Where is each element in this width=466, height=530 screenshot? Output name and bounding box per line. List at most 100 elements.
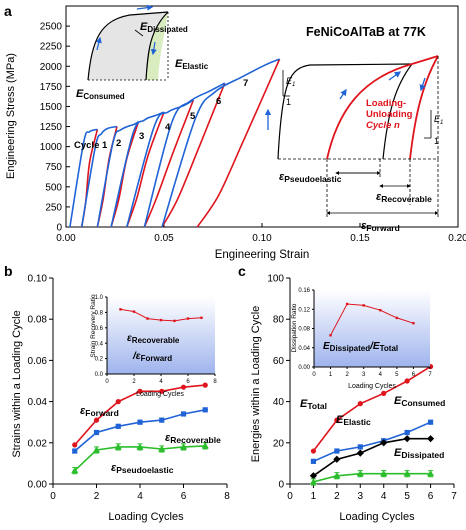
y-tick-label: 0.6 [95, 326, 104, 332]
label-eps-pseudoelastic: εPseudoelastic [279, 171, 342, 184]
data-point [381, 390, 387, 396]
y-tick-label: 0 [56, 223, 62, 234]
panel-b-inset: 0 2 4 6 8 0.0 0.2 0.4 0.6 0.8 1.0 Strain Recovery … [90, 294, 217, 398]
x-tick-label: 6 [428, 491, 434, 502]
inset-point [146, 317, 149, 320]
label-e-dissipated-c: EDissipated [394, 447, 444, 460]
label-e-consumed: EConsumed [76, 88, 125, 101]
unloading-curve-7 [196, 58, 281, 228]
panel-c-inset: 0 1 2 3 4 5 6 7 0.00 0.04 0.08 0.12 0.16 Dissipation… [291, 288, 432, 390]
inset-point [412, 322, 415, 325]
y-tick-label: 250 [45, 202, 62, 213]
x-tick-label: 0 [312, 372, 316, 378]
inset-ratio-line [330, 303, 414, 336]
data-point [333, 472, 341, 479]
x-tick-label: 4 [381, 491, 387, 502]
data-point [334, 417, 340, 423]
cycle-n-schematic: E1 1 E1 1 Loading- Unloading Cycle n εPs… [264, 55, 443, 233]
panel-a-letter: a [4, 3, 12, 19]
data-point [309, 478, 318, 485]
y-tick-label: 0.16 [298, 288, 310, 294]
cycle-label-5: 5 [190, 111, 196, 122]
y-tick-label: 0.0 [95, 372, 104, 378]
y-tick-label: 500 [45, 182, 62, 193]
data-point [93, 429, 100, 436]
data-point [403, 470, 411, 477]
panel-a: a 0 250 500 750 1000 1250 1500 1750 2000 2250 2500… [4, 3, 466, 261]
inset-point [362, 304, 365, 307]
cycle-label-1: Cycle 1 [74, 140, 108, 151]
data-point [310, 458, 317, 464]
y-tick-label: 40 [273, 397, 285, 408]
label-e-dissipated: EDissipated [140, 21, 188, 34]
cycle-label-3: 3 [139, 131, 144, 142]
panel-a-xlabel: Engineering Strain [215, 249, 310, 261]
data-point [202, 382, 208, 388]
data-point [427, 419, 434, 425]
panel-a-y-axis: 0 250 500 750 1000 1250 1500 1750 2000 2250 2500 [40, 22, 70, 234]
x-tick-label: 0.20 [448, 233, 466, 244]
data-point [357, 444, 363, 450]
x-tick-label: 6 [181, 491, 187, 502]
y-tick-label: 2250 [40, 42, 63, 53]
data-point [71, 467, 79, 474]
panel-b-letter: b [4, 263, 13, 279]
data-point [356, 470, 364, 477]
cycle-label-2: 2 [116, 138, 121, 149]
cycle-label-4: 4 [165, 122, 171, 133]
slope-label-top: E1 [286, 76, 295, 88]
data-point [159, 388, 165, 394]
data-point [72, 442, 78, 448]
loading-curve-6 [143, 82, 226, 228]
y-tick-label: 0.08 [28, 315, 48, 326]
y-tick-label: 0.10 [28, 274, 48, 285]
label-e-elastic: EElastic [175, 58, 209, 71]
y-tick-label: 1250 [40, 122, 63, 133]
loading-curve-3 [96, 121, 139, 228]
series-line-3 [313, 472, 431, 483]
data-point [357, 401, 363, 407]
y-tick-label: 0.04 [28, 397, 48, 408]
y-tick-label: 0.12 [298, 307, 310, 313]
data-point [334, 448, 340, 454]
x-tick-label: 0 [50, 491, 56, 502]
loading-unloading-label: Loading- Unloading Cycle n [366, 98, 415, 131]
data-point [333, 455, 341, 463]
panel-a-ylabel: Engineering Stress (MPa) [5, 53, 17, 179]
unloading-curve-3 [110, 121, 140, 228]
y-tick-label: 1.0 [95, 295, 104, 301]
x-tick-label: 3 [362, 372, 366, 378]
data-point [404, 429, 410, 436]
panel-b-inset-xlabel: Loading Cycles [136, 391, 184, 398]
x-tick-label: 2 [334, 491, 340, 502]
x-tick-label: 0 [105, 379, 109, 385]
loading-curve-4 [110, 111, 165, 228]
series-line-2 [312, 437, 431, 477]
x-tick-label: 3 [358, 491, 364, 502]
x-tick-label: 6 [412, 372, 416, 378]
x-tick-label: 2 [132, 379, 136, 385]
y-tick-label: 80 [273, 315, 285, 326]
inset-point [329, 334, 332, 337]
panel-b-inset-axes: 0 2 4 6 8 0.0 0.2 0.4 0.6 0.8 1.0 [95, 295, 218, 385]
data-point [72, 448, 78, 454]
label-recovery-ratio-den: /εForward [132, 351, 172, 363]
unloading-curve-6 [161, 82, 226, 228]
panel-b-series [71, 382, 209, 475]
series-line-0 [312, 365, 432, 452]
label-e-total: ETotal [300, 398, 327, 411]
data-point [201, 442, 209, 449]
y-tick-label: 0.4 [95, 341, 104, 347]
unloading-curve-4 [126, 111, 165, 228]
x-tick-label: 7 [451, 491, 457, 502]
y-tick-label: 0.06 [28, 356, 48, 367]
y-tick-label: 0.00 [28, 480, 48, 491]
inset-point [119, 308, 122, 311]
x-tick-label: 4 [159, 379, 163, 385]
x-tick-label: 2 [345, 372, 349, 378]
data-point [310, 448, 317, 454]
panel-c-inset-axes: 0 1 2 3 4 5 6 7 0.00 0.04 0.08 0.12 0.16 [298, 288, 432, 378]
